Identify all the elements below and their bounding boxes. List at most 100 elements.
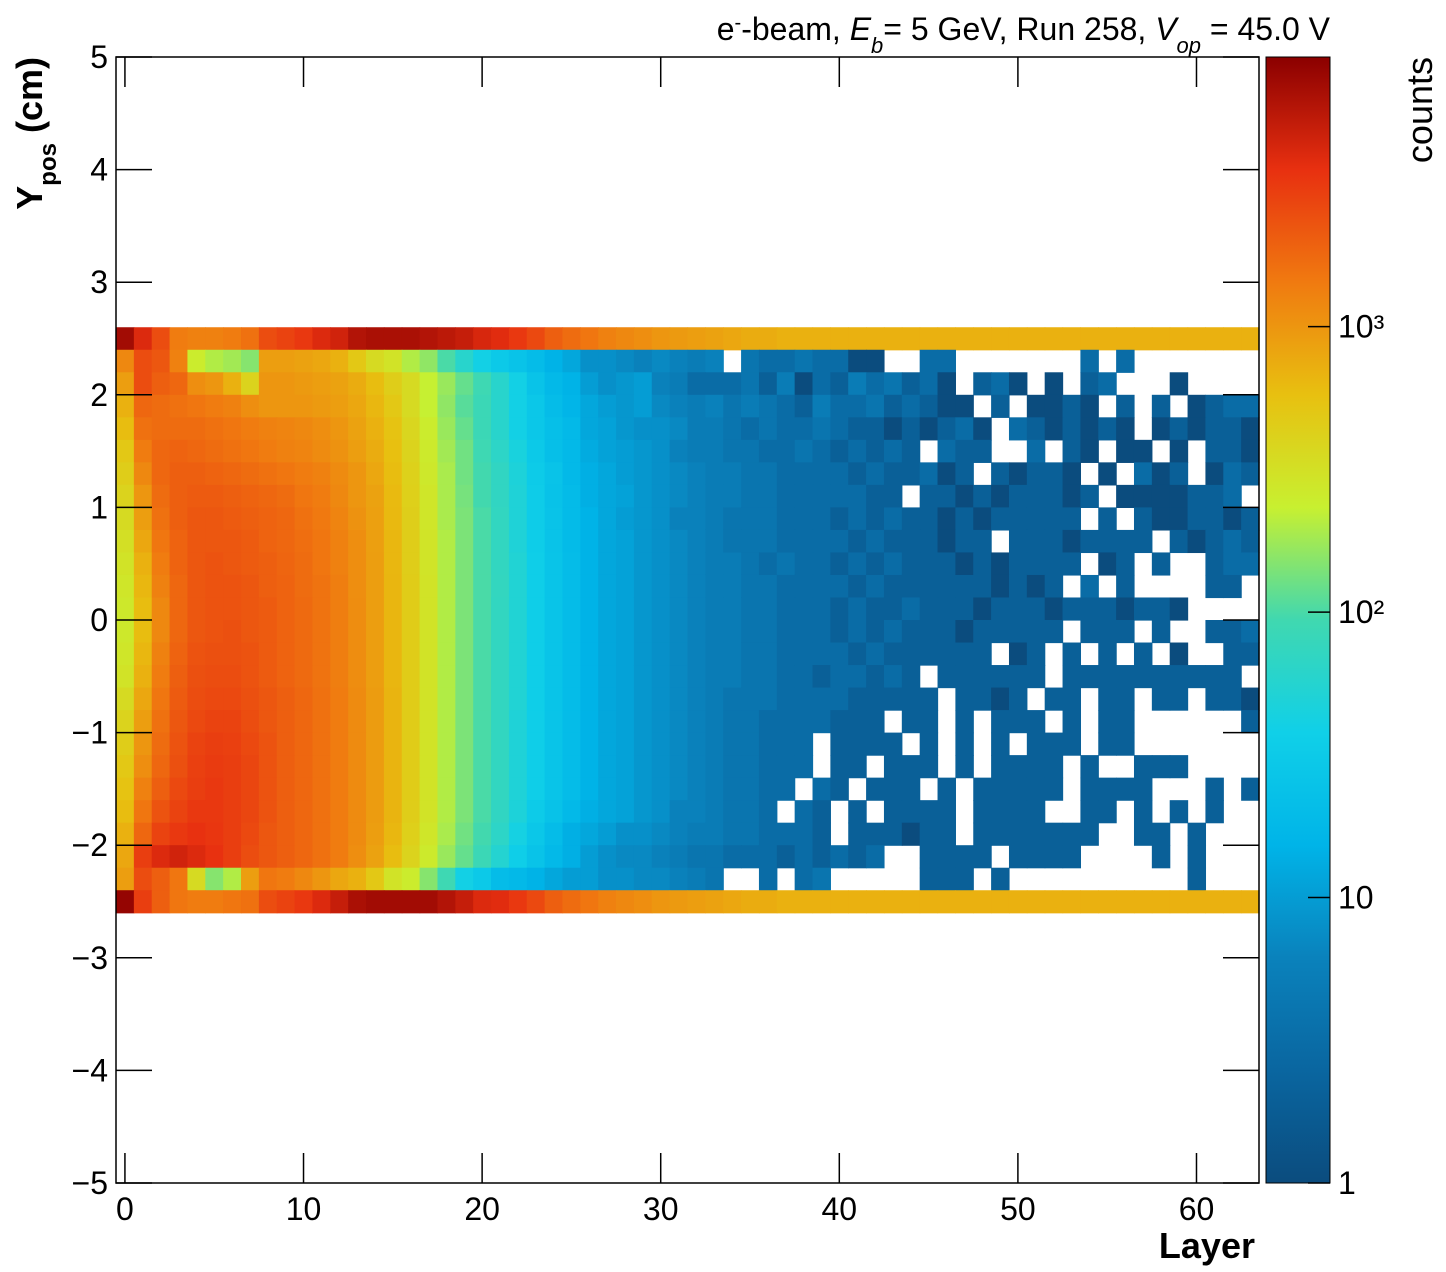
heatmap-cell [223,867,242,891]
heatmap-cell [955,845,974,869]
heatmap-cell [544,484,564,508]
heatmap-cell [401,800,421,824]
heatmap-cell [455,687,474,711]
heatmap-cell [812,507,831,531]
heatmap-cell [276,439,296,463]
heatmap-cell [294,349,314,373]
heatmap-cell [241,845,260,869]
heatmap-cell [812,890,831,914]
heatmap-cell [562,439,581,463]
heatmap-cell [1116,574,1135,599]
heatmap-cell [1151,620,1171,644]
heatmap-cell [794,845,814,869]
colorbar-tick-label: 10 [1338,880,1374,916]
heatmap-cell [687,507,706,531]
heatmap-cell [1241,507,1260,531]
heatmap-cell [1205,620,1224,644]
heatmap-cell [991,755,1010,779]
heatmap-cell [241,484,260,508]
heatmap-cell [991,394,1010,418]
heatmap-cell [651,890,671,914]
heatmap-cell [258,439,278,463]
heatmap-cell [187,800,206,824]
heatmap-cell [812,687,831,711]
heatmap-cell [723,732,742,756]
heatmap-cell [401,620,421,644]
heatmap-cell [651,822,671,846]
heatmap-cell [366,665,385,689]
heatmap-cell [687,687,706,711]
heatmap-cell [491,755,510,779]
heatmap-cell [830,642,849,666]
heatmap-cell [169,597,189,621]
heatmap-cell [116,349,135,373]
heatmap-cell [1151,890,1171,914]
heatmap-cell [1116,620,1135,644]
heatmap-cell [1026,552,1046,576]
heatmap-cell [830,552,849,576]
heatmap-cell [687,349,706,373]
heatmap-cell [705,777,724,801]
heatmap-cell [651,484,671,508]
heatmap-cell [883,755,903,779]
heatmap-cell [1151,665,1171,689]
heatmap-cell [1026,439,1046,463]
heatmap-cell [473,710,492,734]
heatmap-cell [723,439,742,463]
heatmap-cell [955,529,974,554]
heatmap-cell [616,665,635,689]
heatmap-cell [401,394,421,418]
heatmap-cell [580,800,599,824]
heatmap-cell [598,732,617,756]
colorbar [1265,56,1331,1184]
heatmap-cell [669,529,689,554]
heatmap-cell [1151,327,1171,351]
heatmap-cell [401,845,421,869]
heatmap-cell [1223,394,1242,418]
heatmap-cell [312,327,331,351]
heatmap-cell [669,755,689,779]
heatmap-cell [133,597,153,621]
heatmap-cell [526,822,546,846]
heatmap-cell [848,552,867,576]
heatmap-cell [401,507,421,531]
heatmap-cell [973,327,992,351]
heatmap-cell [741,777,760,801]
heatmap-cell [562,665,581,689]
heatmap-cell [330,755,349,779]
heatmap-cell [258,484,278,508]
heatmap-cell [241,372,260,396]
heatmap-cell [366,755,385,779]
heatmap-cell [562,462,581,486]
heatmap-cell [276,732,296,756]
heatmap-cell [437,867,456,891]
heatmap-cell [741,755,760,779]
heatmap-cell [223,777,242,801]
heatmap-cell [776,710,796,734]
heatmap-cell [991,710,1010,734]
heatmap-cell [1008,822,1028,846]
heatmap-cell [348,552,367,576]
heatmap-cell [812,620,831,644]
heatmap-cell [419,867,439,891]
heatmap-cell [848,710,867,734]
heatmap-cell [848,732,867,756]
heatmap-cell [526,529,546,554]
heatmap-cell [562,687,581,711]
heatmap-cell [991,484,1010,508]
heatmap-cell [491,845,510,869]
heatmap-cell [705,484,724,508]
y-tick-label: −4 [72,1052,108,1088]
heatmap-cell [508,800,528,824]
heatmap-cell [901,507,921,531]
heatmap-cell [116,620,135,644]
heatmap-cell [473,642,492,666]
heatmap-cell [348,822,367,846]
heatmap-cell [508,439,528,463]
heatmap-cell [776,642,796,666]
heatmap-cell [187,597,206,621]
y-tick-label: 4 [90,152,108,188]
heatmap-cell [151,732,171,756]
heatmap-cell [330,620,349,644]
heatmap-cell [705,574,724,599]
